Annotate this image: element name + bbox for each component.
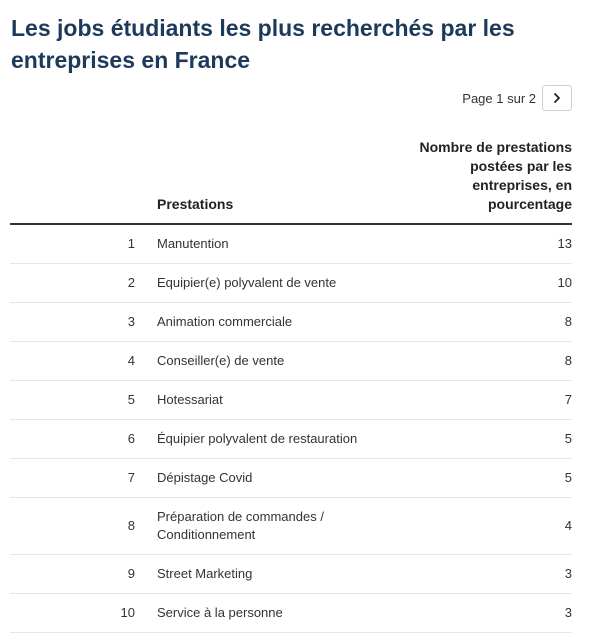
cell-rank: 1 [10, 224, 135, 264]
cell-prestation: Service à la personne [135, 593, 402, 633]
cell-value: 13 [402, 224, 572, 264]
cell-prestation: Manutention [135, 224, 402, 264]
header-rank [10, 138, 135, 225]
cell-value: 10 [402, 263, 572, 303]
cell-value: 5 [402, 458, 572, 498]
cell-rank: 5 [10, 380, 135, 420]
cell-rank: 10 [10, 593, 135, 633]
cell-value: 3 [402, 554, 572, 594]
data-table: Prestations Nombre de prestations postée… [10, 138, 572, 633]
table-row: 6 Équipier polyvalent de restauration 5 [10, 419, 572, 459]
next-page-button[interactable] [542, 85, 572, 111]
cell-prestation: Hotessariat [135, 380, 402, 420]
cell-prestation: Equipier(e) polyvalent de vente [135, 263, 402, 303]
table-row: 9 Street Marketing 3 [10, 554, 572, 594]
table-row: 2 Equipier(e) polyvalent de vente 10 [10, 263, 572, 303]
cell-rank: 8 [10, 497, 135, 555]
cell-value: 3 [402, 593, 572, 633]
cell-rank: 9 [10, 554, 135, 594]
header-value: Nombre de prestations postées par les en… [402, 138, 572, 225]
chevron-right-icon [554, 93, 560, 103]
table-row: 5 Hotessariat 7 [10, 380, 572, 420]
header-prestations: Prestations [135, 138, 402, 225]
cell-prestation: Équipier polyvalent de restauration [135, 419, 402, 459]
table-row: 3 Animation commerciale 8 [10, 302, 572, 342]
cell-value: 8 [402, 302, 572, 342]
cell-rank: 6 [10, 419, 135, 459]
cell-prestation: Dépistage Covid [135, 458, 402, 498]
pagination: Page 1 sur 2 [462, 85, 572, 111]
cell-prestation: Conseiller(e) de vente [135, 341, 402, 381]
table-row: 8 Préparation de commandes / Conditionnem… [10, 497, 572, 555]
table-row: 10 Service à la personne 3 [10, 593, 572, 633]
cell-value: 5 [402, 419, 572, 459]
cell-prestation: Street Marketing [135, 554, 402, 594]
pagination-label: Page 1 sur 2 [462, 90, 536, 106]
table-body: 1 Manutention 13 2 Equipier(e) polyvalent de… [10, 224, 572, 633]
cell-rank: 3 [10, 302, 135, 342]
cell-rank: 4 [10, 341, 135, 381]
cell-rank: 7 [10, 458, 135, 498]
cell-value: 4 [402, 497, 572, 555]
page-title: Les jobs étudiants les plus recherchés p… [11, 15, 515, 73]
table-row: 4 Conseiller(e) de vente 8 [10, 341, 572, 381]
cell-rank: 2 [10, 263, 135, 303]
table-row: 1 Manutention 13 [10, 224, 572, 264]
table-row: 7 Dépistage Covid 5 [10, 458, 572, 498]
cell-value: 7 [402, 380, 572, 420]
cell-prestation: Animation commerciale [135, 302, 402, 342]
cell-prestation: Préparation de commandes / Conditionneme… [135, 497, 402, 555]
table-header-row: Prestations Nombre de prestations postée… [10, 138, 572, 225]
cell-value: 8 [402, 341, 572, 381]
